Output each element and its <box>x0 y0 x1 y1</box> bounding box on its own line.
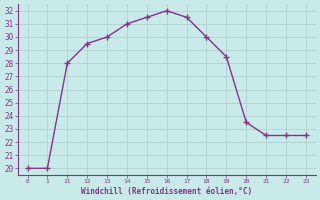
X-axis label: Windchill (Refroidissement éolien,°C): Windchill (Refroidissement éolien,°C) <box>81 187 252 196</box>
